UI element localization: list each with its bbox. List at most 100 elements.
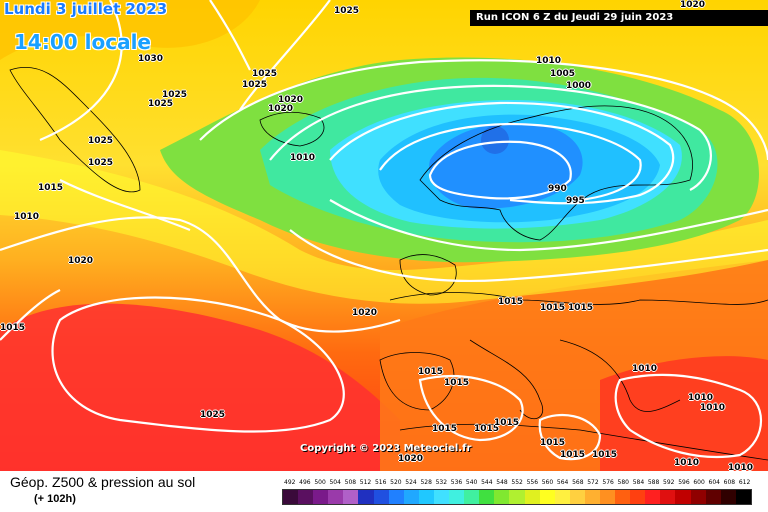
color-scale-label: 608 <box>723 479 736 486</box>
isobar-label: 1015 <box>498 297 524 307</box>
color-scale-swatch <box>433 490 450 504</box>
isobar-line <box>0 289 61 341</box>
isobar-line <box>379 122 642 202</box>
color-scale-swatch <box>298 490 314 504</box>
map-canvas <box>0 0 768 471</box>
isobar-label: 1020 <box>268 104 294 114</box>
greenland-coast <box>9 66 141 193</box>
weather-map: Lundi 3 juillet 2023 14:00 locale Run IC… <box>0 0 768 471</box>
color-scale-swatch <box>464 490 480 504</box>
isobar-line <box>329 101 675 205</box>
color-scale-swatch <box>705 490 721 504</box>
color-scale-swatch <box>403 490 419 504</box>
iceland-coast <box>259 111 325 147</box>
color-scale-swatch <box>494 490 510 504</box>
color-scale-label: 552 <box>511 479 523 486</box>
color-scale-swatch <box>569 490 585 504</box>
color-scale-label: 532 <box>435 479 448 486</box>
color-scale-label: 556 <box>526 479 539 486</box>
britain-coast <box>399 254 457 296</box>
color-scale-label: 512 <box>359 479 372 486</box>
isobar-label: 1025 <box>242 80 268 90</box>
color-scale-label: 496 <box>299 479 311 486</box>
isobar-label: 1010 <box>728 463 754 471</box>
color-scale-swatch <box>283 490 299 504</box>
color-scale-swatch <box>479 490 495 504</box>
isobar-label: 1010 <box>14 212 40 222</box>
color-scale-swatch <box>735 490 751 504</box>
isobar-line <box>209 0 251 71</box>
color-scale-swatch <box>343 490 359 504</box>
isobar-line <box>428 140 572 200</box>
color-scale-label: 588 <box>647 479 660 486</box>
color-scale-label: 504 <box>329 479 341 486</box>
color-scale-label: 576 <box>602 479 614 486</box>
color-scale-swatch <box>720 490 736 504</box>
field-blue-core <box>429 122 583 209</box>
isobar-label: 1005 <box>550 69 576 79</box>
isobar-label: 1015 <box>540 303 566 313</box>
color-scale-label: 536 <box>450 479 463 486</box>
isobar-label: 1010 <box>536 56 562 66</box>
color-scale-swatch <box>509 490 525 504</box>
color-scale-bar <box>282 489 752 505</box>
color-scale-swatch <box>388 490 404 504</box>
isobar-label: 1030 <box>138 54 164 64</box>
coastlines <box>9 66 768 461</box>
isobar-label: 1010 <box>674 458 700 468</box>
isobar-label: 1025 <box>334 6 360 16</box>
color-scale-label: 516 <box>374 479 387 486</box>
isobar-line <box>614 373 762 459</box>
color-scale-label: 600 <box>693 479 705 486</box>
isobar-line <box>329 199 768 252</box>
color-scale-swatch <box>615 490 631 504</box>
iberia-coast <box>379 352 455 411</box>
color-scale-swatch <box>630 490 646 504</box>
isobar-label: 1015 <box>474 424 500 434</box>
color-scale-label: 492 <box>284 479 296 486</box>
color-scale-swatch <box>449 490 465 504</box>
europe-north-coast <box>389 292 768 305</box>
color-scale-label: 604 <box>708 479 720 486</box>
map-footer: Géop. Z500 & pression au sol (+ 102h) 49… <box>0 471 768 512</box>
color-scale-swatch <box>313 490 329 504</box>
color-scale-label: 568 <box>572 479 584 486</box>
color-scale-label: 540 <box>465 479 478 486</box>
color-scale-swatch <box>554 490 570 504</box>
color-scale-label: 584 <box>632 479 645 486</box>
color-scale-label: 508 <box>344 479 357 486</box>
isobar-label: 1015 <box>592 450 618 460</box>
balkans-coast <box>559 339 681 412</box>
field-red-sw <box>0 303 400 471</box>
color-scale-label: 612 <box>738 479 751 486</box>
isobar-label: 1020 <box>278 95 304 105</box>
color-scale-label: 592 <box>663 479 675 486</box>
color-scale-swatch <box>373 490 389 504</box>
product-title: Géop. Z500 & pression au sol <box>10 474 196 490</box>
color-scale-swatch <box>539 490 555 504</box>
isobar-label: 1010 <box>632 364 658 374</box>
isobar-line <box>39 0 123 142</box>
color-scale-label: 520 <box>390 479 402 486</box>
italy-coast <box>469 339 543 420</box>
isobar-label: 1020 <box>398 454 424 464</box>
isobar-label: 995 <box>566 196 585 206</box>
isobar-label: 1025 <box>162 90 188 100</box>
color-scale-swatch <box>645 490 661 504</box>
color-scale-swatch <box>599 490 616 504</box>
isobar-label: 1020 <box>68 256 94 266</box>
isobar-label: 1015 <box>444 378 470 388</box>
color-scale-label: 544 <box>481 479 493 486</box>
model-run-label: Run ICON 6 Z du Jeudi 29 juin 2023 <box>470 10 768 26</box>
color-scale-swatch <box>418 490 434 504</box>
color-scale-swatch <box>690 490 706 504</box>
color-scale-swatch <box>675 490 691 504</box>
isobar-label: 1025 <box>88 136 114 146</box>
isobar-label: 1020 <box>680 0 706 10</box>
color-scale-label: 564 <box>556 479 569 486</box>
field-orange-nw <box>0 0 260 60</box>
color-scale-swatch <box>358 490 374 504</box>
isobar-label: 1015 <box>494 418 520 428</box>
field-yellow-band <box>0 150 768 304</box>
isobar-line <box>199 59 768 161</box>
